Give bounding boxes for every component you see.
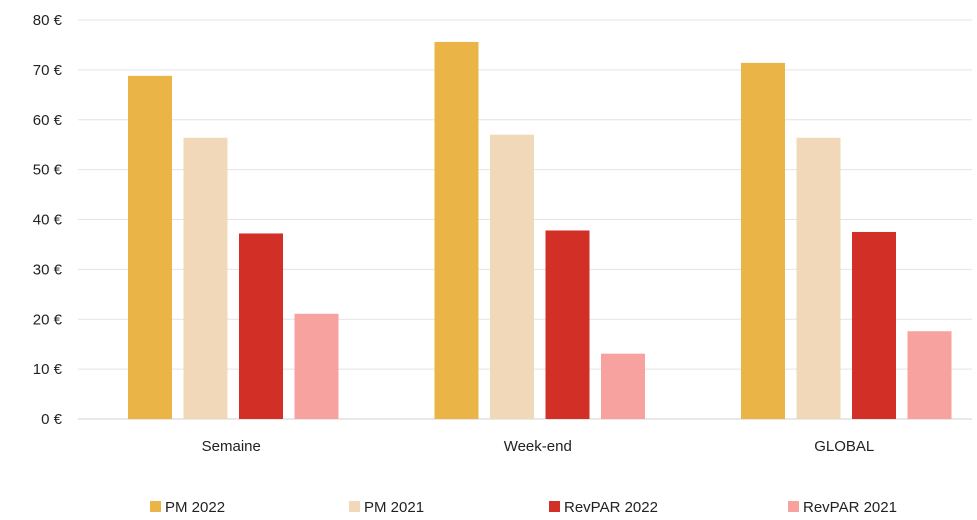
- legend-swatch: [349, 501, 360, 512]
- x-tick-label: Semaine: [202, 438, 261, 455]
- y-tick-label: 20 €: [33, 311, 63, 328]
- bars: [128, 41, 952, 420]
- bar-pm-2021-semaine: [183, 137, 228, 419]
- bar-pm-2022-week-end: [434, 41, 479, 419]
- bar-pm-2021-week-end: [490, 134, 534, 419]
- bar-revpar-2021-week-end: [601, 353, 645, 419]
- y-axis-ticks: 0 € 10 € 20 € 30 € 40 € 50 € 60 € 70 € 80 €: [33, 12, 63, 428]
- bar-pm-2022-global: [741, 62, 785, 420]
- y-tick-label: 10 €: [33, 361, 63, 378]
- legend-label: RevPAR 2021: [803, 499, 897, 515]
- legend-label: RevPAR 2022: [564, 499, 658, 515]
- bar-revpar-2022-global: [852, 231, 896, 419]
- bar-revpar-2021-global: [907, 331, 952, 419]
- y-tick-label: 40 €: [33, 212, 63, 229]
- bar-revpar-2021-semaine: [294, 313, 339, 419]
- legend-label: PM 2021: [364, 499, 424, 515]
- y-tick-label: 50 €: [33, 162, 63, 179]
- bar-revpar-2022-semaine: [239, 233, 283, 419]
- x-tick-label: GLOBAL: [814, 438, 874, 455]
- legend-swatch: [150, 501, 161, 512]
- y-tick-label: 30 €: [33, 261, 63, 278]
- y-tick-label: 0 €: [41, 411, 63, 428]
- legend-swatch: [549, 501, 560, 512]
- bar-pm-2022-semaine: [128, 75, 172, 420]
- x-axis-ticks: Semaine Week-end GLOBAL: [202, 438, 875, 455]
- bar-revpar-2022-week-end: [545, 230, 590, 419]
- legend-label: PM 2022: [165, 499, 225, 515]
- x-tick-label: Week-end: [504, 438, 572, 455]
- y-tick-label: 60 €: [33, 112, 63, 129]
- y-tick-label: 70 €: [33, 62, 63, 79]
- y-tick-label: 80 €: [33, 12, 63, 29]
- legend: PM 2022 PM 2021 RevPAR 2022 RevPAR 2021: [150, 499, 897, 516]
- bar-pm-2021-global: [796, 137, 841, 419]
- legend-swatch: [788, 501, 799, 512]
